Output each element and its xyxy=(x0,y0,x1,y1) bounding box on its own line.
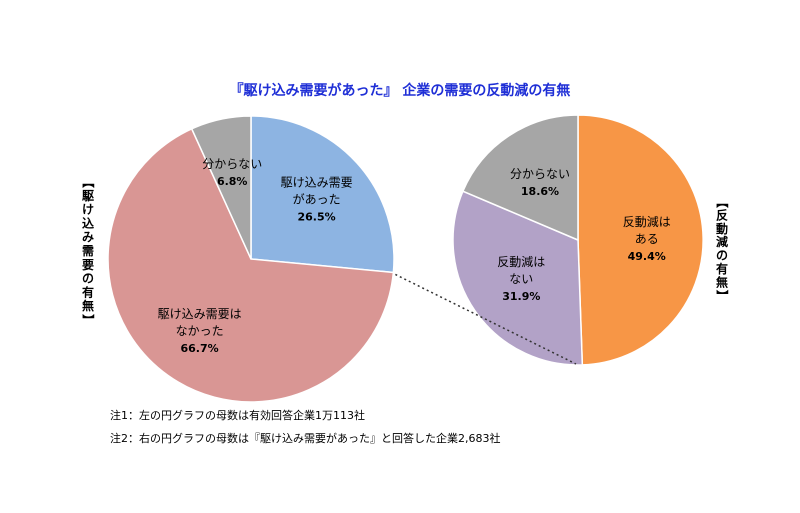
vlabel-right-char-7: 】 xyxy=(715,290,730,302)
pie-0-slice-0 xyxy=(250,115,395,274)
vlabel-right-char-4: の xyxy=(716,249,728,263)
right-axis-title: 【反動減の有無】 xyxy=(715,196,730,302)
vlabel-left-char-8: 有 xyxy=(82,284,94,299)
pie-1-slice-2-label-0: 分からない xyxy=(510,167,570,181)
vlabel-right-char-2: 動 xyxy=(716,221,728,236)
pie-0-slice-2-value: 6.8% xyxy=(217,175,248,188)
pie-1-slice-2-value: 18.6% xyxy=(521,185,559,198)
vlabel-left-char-4: み xyxy=(82,230,94,244)
vlabel-left-char-10: 】 xyxy=(81,314,96,326)
vlabel-left-char-6: 要 xyxy=(82,257,94,272)
vlabel-left-char-3: 込 xyxy=(82,215,94,230)
vlabel-right-char-3: 減 xyxy=(716,234,728,249)
connector-line-bottom xyxy=(395,273,577,365)
vlabel-left-char-9: 無 xyxy=(82,298,94,313)
vlabel-left-char-0: 【 xyxy=(81,176,96,188)
pie-0-slice-2-label-0: 分からない xyxy=(202,157,262,171)
connector-line-top xyxy=(251,115,578,116)
pie-0-slice-1-label-1: なかった xyxy=(176,324,224,338)
pie-1-slice-0-label-0: 反動減は xyxy=(623,214,671,229)
vlabel-right-char-0: 【 xyxy=(715,196,730,208)
pie-0-slice-0-label-0: 駆け込み需要 xyxy=(281,175,353,189)
pie-0-slice-1-value: 66.7% xyxy=(181,342,219,355)
note-2: 注2：右の円グラフの母数は『駆け込み需要があった』と回答した企業2,683社 xyxy=(110,431,501,445)
pie-1-slice-0-value: 49.4% xyxy=(628,250,666,263)
pie-1-slice-0-label-1: ある xyxy=(635,232,659,246)
vlabel-left-char-2: け xyxy=(82,203,94,217)
pie-0-slice-1 xyxy=(107,127,395,403)
vlabel-left-char-7: の xyxy=(82,272,94,286)
pie-0-slice-0-value: 26.5% xyxy=(298,210,336,223)
chart-title: 『駆け込み需要があった』 企業の需要の反動減の有無 xyxy=(230,82,571,99)
pie-1-slice-2 xyxy=(461,114,579,242)
pie-0-slice-0-label-1: があった xyxy=(293,191,341,206)
pie-0-slice-2 xyxy=(190,115,252,260)
vlabel-left-char-1: 駆 xyxy=(82,188,94,203)
vlabel-right-char-6: 無 xyxy=(716,274,728,289)
pie-1-slice-1-value: 31.9% xyxy=(502,290,540,303)
pie-1-slice-0 xyxy=(577,114,704,366)
pie-0-slice-1-label-0: 駆け込み需要は xyxy=(158,307,242,321)
pie-1-slice-1-label-0: 反動減は xyxy=(497,254,545,269)
pie-1-slice-1-label-1: ない xyxy=(509,272,533,286)
pie-1-slice-1 xyxy=(452,190,584,366)
note-1: 注1：左の円グラフの母数は有効回答企業1万113社 xyxy=(110,408,365,422)
vlabel-right-char-1: 反 xyxy=(716,207,728,222)
vlabel-left-char-5: 需 xyxy=(82,244,94,258)
vlabel-right-char-5: 有 xyxy=(716,261,728,276)
